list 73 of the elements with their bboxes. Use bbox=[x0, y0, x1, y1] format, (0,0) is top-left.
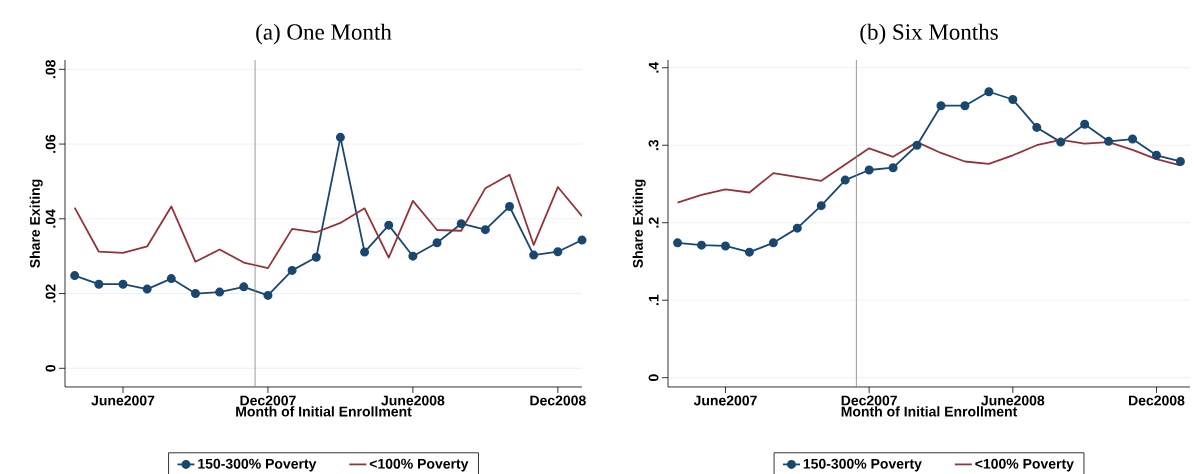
point bbox=[1175, 157, 1185, 166]
point bbox=[456, 219, 466, 229]
x-tick-label: June2008 bbox=[381, 395, 445, 406]
point bbox=[1080, 119, 1090, 129]
point bbox=[384, 220, 394, 230]
point bbox=[1008, 95, 1018, 104]
point bbox=[768, 238, 778, 248]
point bbox=[263, 290, 273, 300]
point bbox=[720, 241, 730, 251]
point bbox=[118, 279, 128, 289]
point bbox=[792, 223, 802, 233]
y-tick-label: .3 bbox=[648, 139, 659, 151]
point bbox=[166, 274, 176, 284]
point bbox=[287, 265, 297, 275]
x-tick-label: June2007 bbox=[91, 395, 155, 406]
x-tick-label: Dec2008 bbox=[1129, 395, 1185, 406]
point bbox=[1128, 134, 1138, 144]
point bbox=[1056, 137, 1066, 147]
y-tick-label: .08 bbox=[45, 60, 56, 79]
y-tick-label: .04 bbox=[45, 209, 56, 228]
y-axis-title: Share Exiting bbox=[29, 179, 43, 268]
point bbox=[190, 289, 200, 299]
point bbox=[888, 163, 898, 173]
point bbox=[840, 175, 850, 185]
point bbox=[94, 279, 104, 289]
point bbox=[408, 251, 418, 261]
legend-label: 150-300% Poverty bbox=[803, 458, 922, 472]
y-tick-label: .2 bbox=[648, 217, 659, 228]
point bbox=[432, 238, 442, 248]
x-tick-label: Dec2008 bbox=[530, 395, 586, 406]
x-tick-label: Dec2007 bbox=[240, 395, 296, 406]
point bbox=[1032, 122, 1042, 132]
point bbox=[1151, 150, 1161, 160]
point bbox=[505, 201, 515, 211]
x-tick-label: June2007 bbox=[693, 395, 757, 406]
chart-title: (a) One Month bbox=[256, 23, 392, 45]
point bbox=[529, 250, 539, 260]
point bbox=[480, 225, 490, 235]
point bbox=[744, 247, 754, 257]
point bbox=[697, 240, 707, 250]
point bbox=[239, 282, 249, 292]
x-axis-title: Month of Initial Enrollment bbox=[236, 406, 412, 417]
point bbox=[673, 238, 683, 248]
point bbox=[311, 252, 321, 262]
point bbox=[142, 284, 152, 294]
point bbox=[816, 201, 826, 211]
point bbox=[70, 271, 80, 281]
point bbox=[553, 247, 563, 257]
y-tick-label: 0 bbox=[45, 364, 56, 372]
y-axis-title: Share Exiting bbox=[632, 179, 646, 268]
point bbox=[1104, 136, 1114, 146]
y-tick-label: 0 bbox=[648, 374, 659, 382]
y-tick-label: .4 bbox=[648, 61, 659, 73]
y-tick-label: .02 bbox=[45, 284, 56, 303]
point bbox=[864, 165, 874, 175]
x-tick-label: June2008 bbox=[981, 395, 1045, 406]
point bbox=[984, 87, 994, 97]
point bbox=[577, 235, 587, 245]
x-tick-label: Dec2007 bbox=[841, 395, 897, 406]
y-tick-label: .1 bbox=[648, 294, 659, 306]
point bbox=[912, 140, 922, 150]
chart-title: (b) Six Months bbox=[860, 23, 998, 45]
point bbox=[215, 287, 225, 297]
line-series bbox=[73, 173, 583, 270]
legend-label: <100% Poverty bbox=[369, 458, 469, 472]
x-axis-title: Month of Initial Enrollment bbox=[841, 406, 1018, 417]
y-tick-label: .06 bbox=[45, 134, 56, 153]
point bbox=[335, 132, 345, 142]
point bbox=[960, 101, 970, 111]
point bbox=[360, 247, 370, 257]
point bbox=[936, 101, 946, 111]
legend-label: 150-300% Poverty bbox=[198, 458, 317, 472]
legend-label: <100% Poverty bbox=[975, 458, 1074, 472]
